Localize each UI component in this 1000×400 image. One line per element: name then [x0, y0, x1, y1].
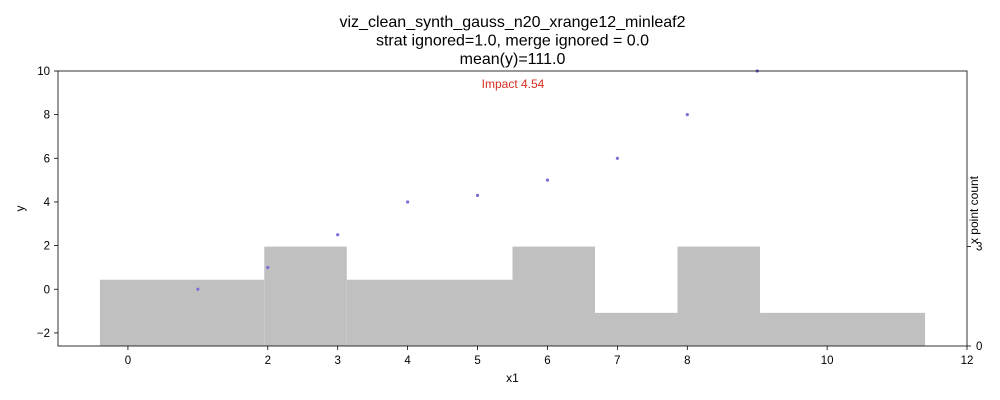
x-tick-label: 4 [404, 355, 411, 367]
histogram-bar [346, 279, 513, 346]
data-point [406, 200, 410, 204]
x-tick-label: 5 [474, 355, 480, 367]
x-axis-label: x1 [506, 371, 519, 385]
y2-tick-label: 3 [976, 242, 982, 254]
y-tick-label: −2 [37, 328, 50, 340]
y-axis: −2 0 2 4 6 8 10 [37, 66, 58, 340]
histogram-bar [512, 246, 596, 346]
y-axis-label: y [13, 206, 27, 212]
y-tick-label: 4 [44, 197, 51, 209]
y2-axis-label: x point count [967, 175, 981, 244]
histogram-bar [760, 312, 926, 346]
x-tick-label: 0 [125, 355, 131, 367]
y-tick-label: 0 [44, 284, 50, 296]
plot-frame [57, 70, 968, 347]
y-tick-label: 10 [37, 66, 50, 78]
y-tick-label: 8 [44, 110, 50, 122]
x-tick-label: 10 [821, 355, 834, 367]
x-tick-label: 12 [961, 355, 974, 367]
data-point [475, 193, 480, 198]
chart-title: viz_clean_synth_gauss_n20_xrange12_minle… [339, 14, 685, 68]
histogram-bar [99, 279, 265, 346]
histogram [99, 246, 926, 346]
y2-axis: 03 [967, 242, 982, 353]
histogram-bar [264, 246, 347, 346]
x-tick-label: 6 [544, 355, 550, 367]
histogram-bar [677, 246, 761, 346]
x-tick-label: 8 [684, 355, 690, 367]
histogram-bar [595, 312, 678, 346]
data-point [545, 178, 550, 182]
y2-tick-label: 0 [976, 341, 982, 353]
title-line: viz_clean_synth_gauss_n20_xrange12_minle… [339, 14, 685, 31]
y-tick-label: 2 [44, 241, 50, 253]
title-line: strat ignored=1.0, merge ignored = 0.0 [376, 33, 649, 50]
data-point [615, 156, 619, 160]
title-line: mean(y)=111.0 [460, 51, 566, 68]
data-point [266, 265, 270, 270]
data-point [196, 287, 200, 291]
impact-annotation: Impact 4.54 [482, 77, 545, 91]
x-tick-label: 2 [265, 355, 271, 367]
data-point [336, 233, 340, 237]
y-tick-label: 6 [44, 153, 50, 165]
data-point [685, 113, 689, 117]
x-tick-label: 7 [614, 355, 620, 367]
x-tick-label: 3 [334, 355, 340, 367]
x-axis: 0 2 3 4 5 6 7 8 10 12 [125, 346, 974, 367]
